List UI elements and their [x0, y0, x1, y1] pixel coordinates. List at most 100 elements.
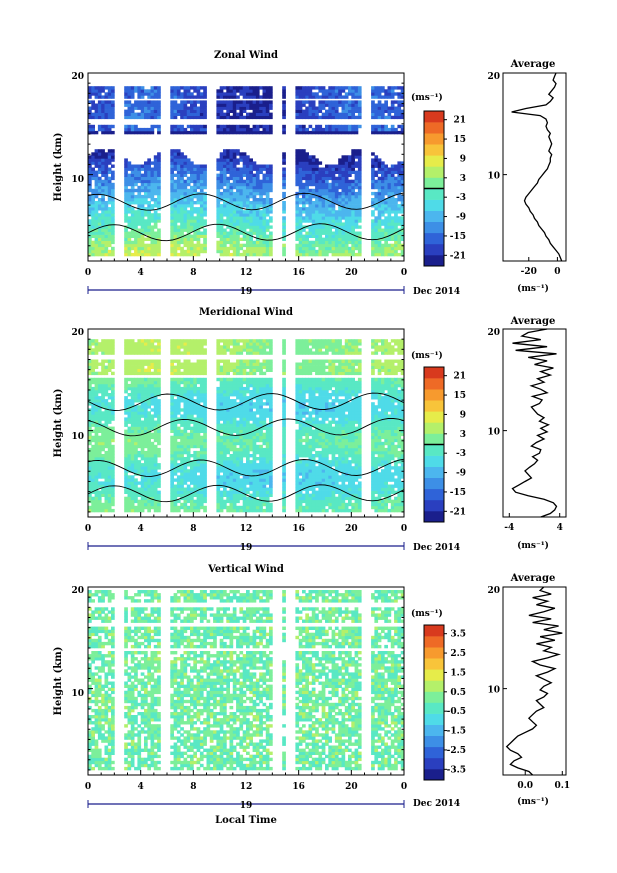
heatmap-cell — [246, 191, 250, 196]
heatmap-cell — [130, 92, 135, 96]
heatmap-cell — [107, 472, 112, 476]
heatmap-cell — [357, 201, 362, 205]
heatmap-cell — [265, 89, 270, 93]
heatmap-cell — [328, 191, 332, 196]
heatmap-cell — [94, 454, 99, 458]
heatmap-cell — [249, 179, 253, 184]
heatmap-cell — [400, 219, 405, 223]
heatmap-cell — [216, 414, 221, 418]
heatmap-cell — [180, 478, 184, 482]
heatmap-cell — [223, 466, 227, 470]
heatmap-cell — [127, 252, 132, 257]
heatmap-cell — [124, 505, 128, 510]
heatmap-cell — [196, 423, 201, 427]
heatmap-cell — [97, 243, 102, 248]
heatmap-cell — [341, 225, 346, 229]
zonal-average-title: Average — [510, 59, 556, 70]
heatmap-cell — [94, 109, 99, 113]
heatmap-cell — [111, 432, 115, 437]
heatmap-cell — [219, 414, 224, 418]
heatmap-cell — [302, 201, 306, 205]
heatmap-cell — [357, 89, 362, 93]
heatmap-cell — [203, 243, 207, 248]
heatmap-cell — [150, 342, 155, 346]
heatmap-cell — [334, 95, 339, 99]
heatmap-cell — [101, 182, 105, 187]
heatmap-cell — [157, 345, 161, 349]
heatmap-cell — [252, 182, 257, 187]
heatmap-cell — [144, 115, 148, 120]
heatmap-cell — [147, 426, 151, 430]
heatmap-cell — [351, 219, 355, 223]
heatmap-cell — [97, 246, 102, 251]
heatmap-cell — [140, 246, 145, 251]
heatmap-cell — [377, 210, 382, 214]
heatmap-cell — [390, 167, 395, 171]
heatmap-cell — [173, 158, 178, 162]
heatmap-cell — [199, 362, 204, 366]
heatmap-cell — [344, 210, 349, 214]
heatmap-cell — [305, 194, 309, 199]
heatmap-cell — [351, 234, 355, 238]
heatmap-cell — [344, 164, 349, 168]
heatmap-cell — [193, 216, 197, 220]
heatmap-cell — [223, 201, 227, 205]
heatmap-cell — [111, 460, 115, 464]
heatmap-cell — [226, 109, 230, 113]
heatmap-cell — [196, 112, 201, 116]
heatmap-cell — [180, 351, 184, 355]
heatmap-cell — [94, 380, 99, 385]
heatmap-cell — [190, 426, 194, 430]
heatmap-cell — [259, 109, 263, 113]
heatmap-cell — [265, 109, 270, 113]
heatmap-cell — [246, 95, 250, 99]
heatmap-cell — [176, 155, 181, 159]
zonal-time-axis: 19 — [87, 286, 405, 297]
heatmap-cell — [302, 185, 306, 190]
heatmap-cell — [193, 185, 197, 190]
heatmap-cell — [229, 92, 234, 96]
heatmap-cell — [183, 432, 188, 437]
heatmap-cell — [140, 339, 145, 343]
heatmap-cell — [246, 176, 250, 181]
heatmap-cell — [216, 426, 221, 430]
heatmap-cell — [88, 109, 92, 113]
heatmap-cell — [101, 124, 105, 129]
heatmap-cell — [183, 386, 188, 391]
heatmap-cell — [397, 216, 402, 220]
heatmap-cell — [295, 173, 300, 177]
heatmap-cell — [150, 475, 155, 479]
heatmap-cell — [134, 243, 138, 248]
heatmap-cell — [180, 106, 184, 110]
heatmap-cell — [88, 92, 92, 96]
heatmap-cell — [134, 441, 138, 446]
heatmap-cell — [315, 170, 319, 174]
heatmap-cell — [246, 225, 250, 229]
heatmap-cell — [384, 207, 388, 211]
heatmap-cell — [196, 234, 201, 238]
heatmap-cell — [130, 484, 135, 488]
heatmap-cell — [147, 173, 151, 177]
heatmap-cell — [97, 158, 102, 162]
heatmap-cell — [101, 155, 105, 159]
heatmap-cell — [196, 249, 201, 254]
heatmap-cell — [226, 198, 230, 202]
heatmap-cell — [223, 204, 227, 208]
heatmap-cell — [94, 393, 99, 397]
heatmap-cell — [371, 100, 375, 104]
heatmap-cell — [348, 115, 352, 120]
heatmap-cell — [104, 429, 109, 433]
heatmap-cell — [176, 429, 181, 433]
heatmap-cell — [134, 414, 138, 418]
heatmap-cell — [354, 213, 359, 217]
heatmap-cell — [259, 252, 263, 257]
heatmap-cell — [111, 450, 115, 455]
heatmap-cell — [219, 234, 224, 238]
heatmap-cell — [173, 447, 178, 452]
heatmap-cell — [196, 505, 201, 510]
heatmap-cell — [357, 86, 362, 90]
heatmap-cell — [124, 466, 128, 470]
heatmap-cell — [265, 86, 270, 90]
heatmap-cell — [130, 454, 135, 458]
heatmap-cell — [124, 496, 128, 501]
